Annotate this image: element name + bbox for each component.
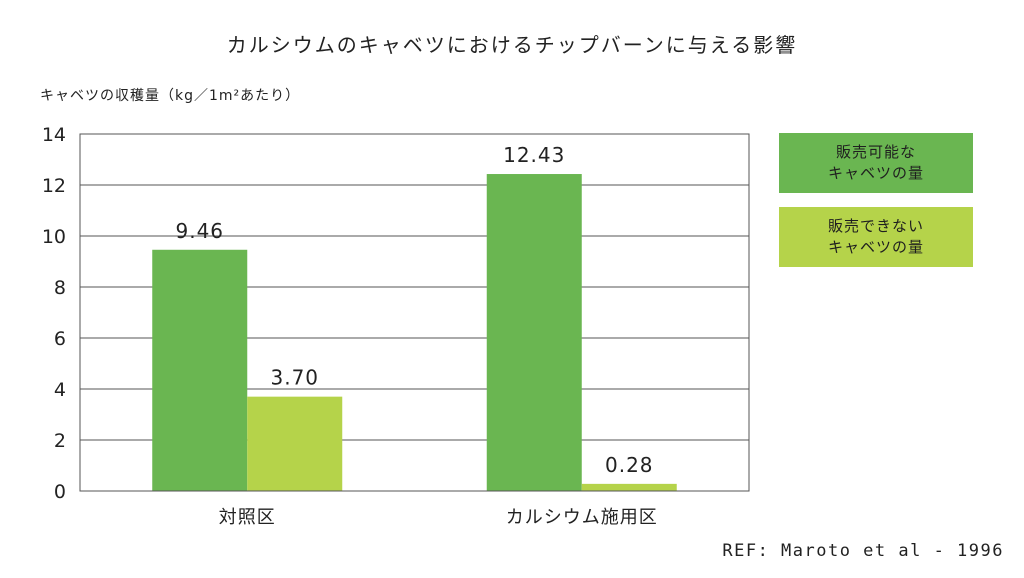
bar [152, 249, 248, 491]
bar [486, 174, 582, 491]
source-reference: REF: Maroto et al - 1996 [722, 541, 1004, 561]
y-tick-label: 14 [42, 124, 66, 146]
legend-label-line-1: 販売可能な [835, 143, 916, 161]
legend-label-line-2: キャベツの量 [827, 238, 924, 256]
bar-value-label: 3.70 [270, 366, 319, 390]
y-tick-label: 10 [42, 226, 66, 248]
bar-value-label: 12.43 [503, 143, 565, 167]
y-tick-label: 4 [54, 379, 66, 401]
legend-label-line-1: 販売できない [827, 217, 924, 235]
bar [581, 483, 677, 491]
bar-value-labels: 9.46 3.70 12.43 0.28 [175, 143, 654, 477]
legend-label-line-2: キャベツの量 [827, 164, 924, 182]
x-tick-labels: 対照区 カルシウム施用区 [219, 507, 658, 528]
bars [152, 174, 677, 491]
bar-value-label: 0.28 [605, 453, 654, 477]
x-tick-label: 対照区 [219, 507, 276, 528]
y-tick-label: 6 [54, 328, 66, 350]
y-tick-label: 2 [54, 430, 66, 452]
legend-item-unsellable: 販売できない キャベツの量 [779, 207, 973, 267]
x-tick-label: カルシウム施用区 [506, 507, 658, 528]
bar-value-label: 9.46 [175, 219, 224, 243]
chart-title: カルシウムのキャベツにおけるチップバーンに与える影響 [227, 33, 797, 57]
legend-item-sellable: 販売可能な キャベツの量 [779, 133, 973, 193]
y-tick-label: 8 [54, 277, 66, 299]
bar [247, 396, 343, 491]
y-tick-label: 0 [54, 481, 66, 503]
y-axis-label: キャベツの収穫量（kg／1m²あたり） [40, 88, 300, 104]
y-tick-labels: 0 2 4 6 8 10 12 14 [42, 124, 66, 503]
y-tick-label: 12 [42, 175, 66, 197]
plot-frame [79, 133, 750, 492]
